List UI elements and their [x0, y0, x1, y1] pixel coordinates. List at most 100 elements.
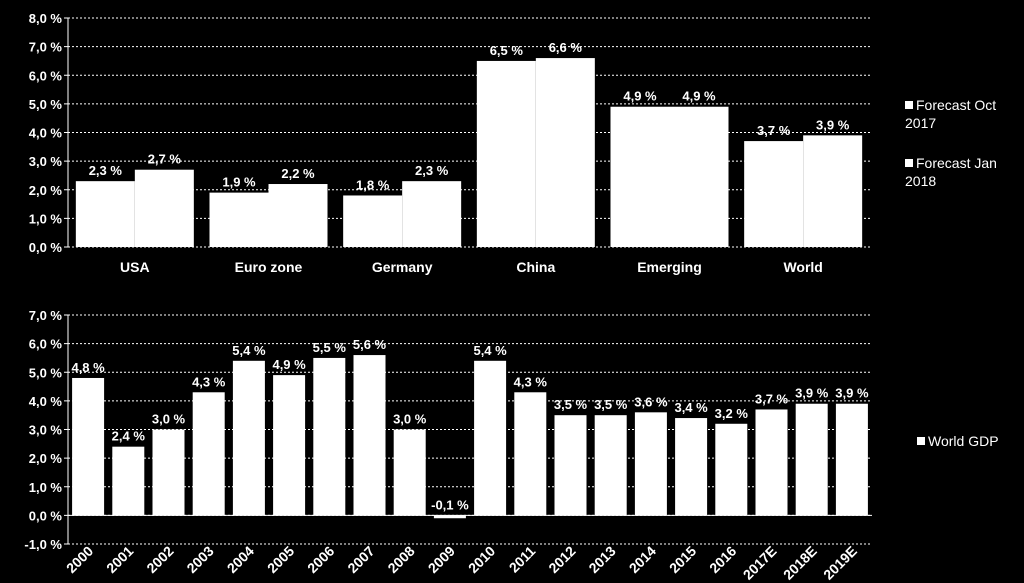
- data-label: 4,8 %: [71, 360, 105, 375]
- bar-world-gdp: [835, 403, 868, 516]
- y-tick-label: 8,0 %: [29, 11, 63, 26]
- data-label: 4,3 %: [514, 374, 548, 389]
- legend-item-world-gdp: World GDP: [917, 432, 1017, 450]
- y-tick-label: 5,0 %: [29, 365, 63, 380]
- bar-world-gdp: [514, 392, 547, 516]
- x-category-label: 2014: [626, 543, 659, 576]
- x-category-label: 2015: [666, 543, 699, 576]
- x-category-label: 2002: [143, 543, 176, 576]
- bar-world-gdp: [594, 415, 627, 516]
- top-legend: Forecast Oct 2017 Forecast Jan 2018: [905, 96, 1015, 190]
- bar-world-gdp: [232, 360, 265, 516]
- bar-world-gdp: [795, 403, 828, 516]
- x-category-label: 2010: [465, 543, 498, 576]
- x-category-label: World: [783, 259, 822, 275]
- x-category-label: 2005: [264, 543, 297, 576]
- x-category-label: 2012: [545, 543, 578, 576]
- bar-world-gdp: [715, 423, 748, 516]
- data-label: 3,5 %: [554, 397, 588, 412]
- x-category-label: 2011: [506, 543, 539, 576]
- x-category-label: 2008: [384, 543, 417, 576]
- bar-world-gdp: [112, 446, 145, 516]
- y-tick-label: -1,0 %: [24, 537, 62, 552]
- data-label: 5,4 %: [473, 343, 507, 358]
- bar-world-gdp: [474, 360, 507, 516]
- x-category-label: 2018E: [780, 543, 820, 583]
- x-category-label: Germany: [372, 259, 433, 275]
- y-tick-label: 1,0 %: [29, 480, 63, 495]
- x-category-label: Euro zone: [235, 259, 303, 275]
- bar-oct-2017: [343, 195, 403, 247]
- data-label: 3,9 %: [835, 386, 869, 401]
- x-category-label: 2019E: [820, 543, 860, 583]
- data-label: 6,6 %: [549, 40, 583, 55]
- data-label: 1,8 %: [356, 177, 390, 192]
- bar-oct-2017: [744, 141, 804, 247]
- data-label: 3,4 %: [674, 400, 708, 415]
- bar-oct-2017: [610, 106, 670, 247]
- data-label: 3,2 %: [715, 406, 749, 421]
- legend-item-forecast-oct-2017: Forecast Oct 2017: [905, 96, 1015, 132]
- legend-swatch: [905, 101, 913, 109]
- bar-jan-2018: [134, 169, 194, 247]
- data-label: 4,3 %: [192, 374, 226, 389]
- legend-label: Forecast Oct 2017: [905, 97, 997, 131]
- data-label: 2,7 %: [148, 152, 182, 167]
- y-tick-label: 2,0 %: [29, 183, 63, 198]
- y-tick-label: 6,0 %: [29, 337, 63, 352]
- data-label: 5,6 %: [353, 337, 387, 352]
- legend-item-forecast-jan-2018: Forecast Jan 2018: [905, 154, 1015, 190]
- x-category-label: 2016: [706, 543, 739, 576]
- bar-jan-2018: [402, 181, 462, 247]
- legend-swatch: [905, 159, 913, 167]
- data-label: 3,0 %: [393, 412, 427, 427]
- x-category-label: 2001: [103, 543, 136, 576]
- bar-oct-2017: [75, 181, 135, 247]
- x-category-label: Emerging: [637, 259, 702, 275]
- bar-jan-2018: [535, 58, 595, 248]
- y-tick-label: 7,0 %: [29, 40, 63, 55]
- data-label: 3,5 %: [594, 397, 628, 412]
- x-category-label: 2003: [183, 543, 216, 576]
- x-category-label: 2007: [344, 543, 377, 576]
- data-label: 5,4 %: [232, 343, 266, 358]
- data-label: 3,7 %: [757, 123, 791, 138]
- x-category-label: 2009: [425, 543, 458, 576]
- bar-world-gdp: [755, 409, 788, 516]
- y-tick-label: 6,0 %: [29, 68, 63, 83]
- data-label: 3,7 %: [755, 391, 789, 406]
- data-label: -0,1 %: [431, 497, 469, 512]
- data-label: 3,0 %: [152, 412, 186, 427]
- bar-world-gdp: [433, 515, 466, 519]
- bar-jan-2018: [669, 106, 729, 247]
- legend-label: World GDP: [928, 433, 999, 449]
- bar-world-gdp: [675, 418, 708, 516]
- y-tick-label: 2,0 %: [29, 451, 63, 466]
- data-label: 2,2 %: [281, 166, 315, 181]
- bar-oct-2017: [209, 192, 269, 247]
- y-tick-label: 5,0 %: [29, 97, 63, 112]
- y-tick-label: 4,0 %: [29, 394, 63, 409]
- data-label: 4,9 %: [623, 89, 657, 104]
- bar-world-gdp: [152, 429, 185, 516]
- bar-jan-2018: [268, 184, 328, 247]
- bar-world-gdp: [72, 377, 105, 516]
- data-label: 3,6 %: [634, 394, 668, 409]
- x-category-label: USA: [120, 259, 150, 275]
- x-category-label: 2000: [63, 543, 96, 576]
- x-category-label: 2004: [224, 543, 257, 576]
- bar-world-gdp: [273, 375, 306, 516]
- bar-world-gdp: [393, 429, 426, 516]
- data-label: 3,9 %: [795, 386, 829, 401]
- y-tick-label: 0,0 %: [29, 508, 63, 523]
- y-tick-label: 3,0 %: [29, 154, 63, 169]
- bar-oct-2017: [476, 60, 536, 247]
- x-category-label: China: [516, 259, 555, 275]
- y-tick-label: 1,0 %: [29, 211, 63, 226]
- bar-world-gdp: [554, 415, 587, 516]
- x-category-label: 2013: [585, 543, 618, 576]
- legend-label: Forecast Jan 2018: [905, 155, 997, 189]
- data-label: 2,3 %: [415, 163, 449, 178]
- data-label: 6,5 %: [490, 43, 524, 58]
